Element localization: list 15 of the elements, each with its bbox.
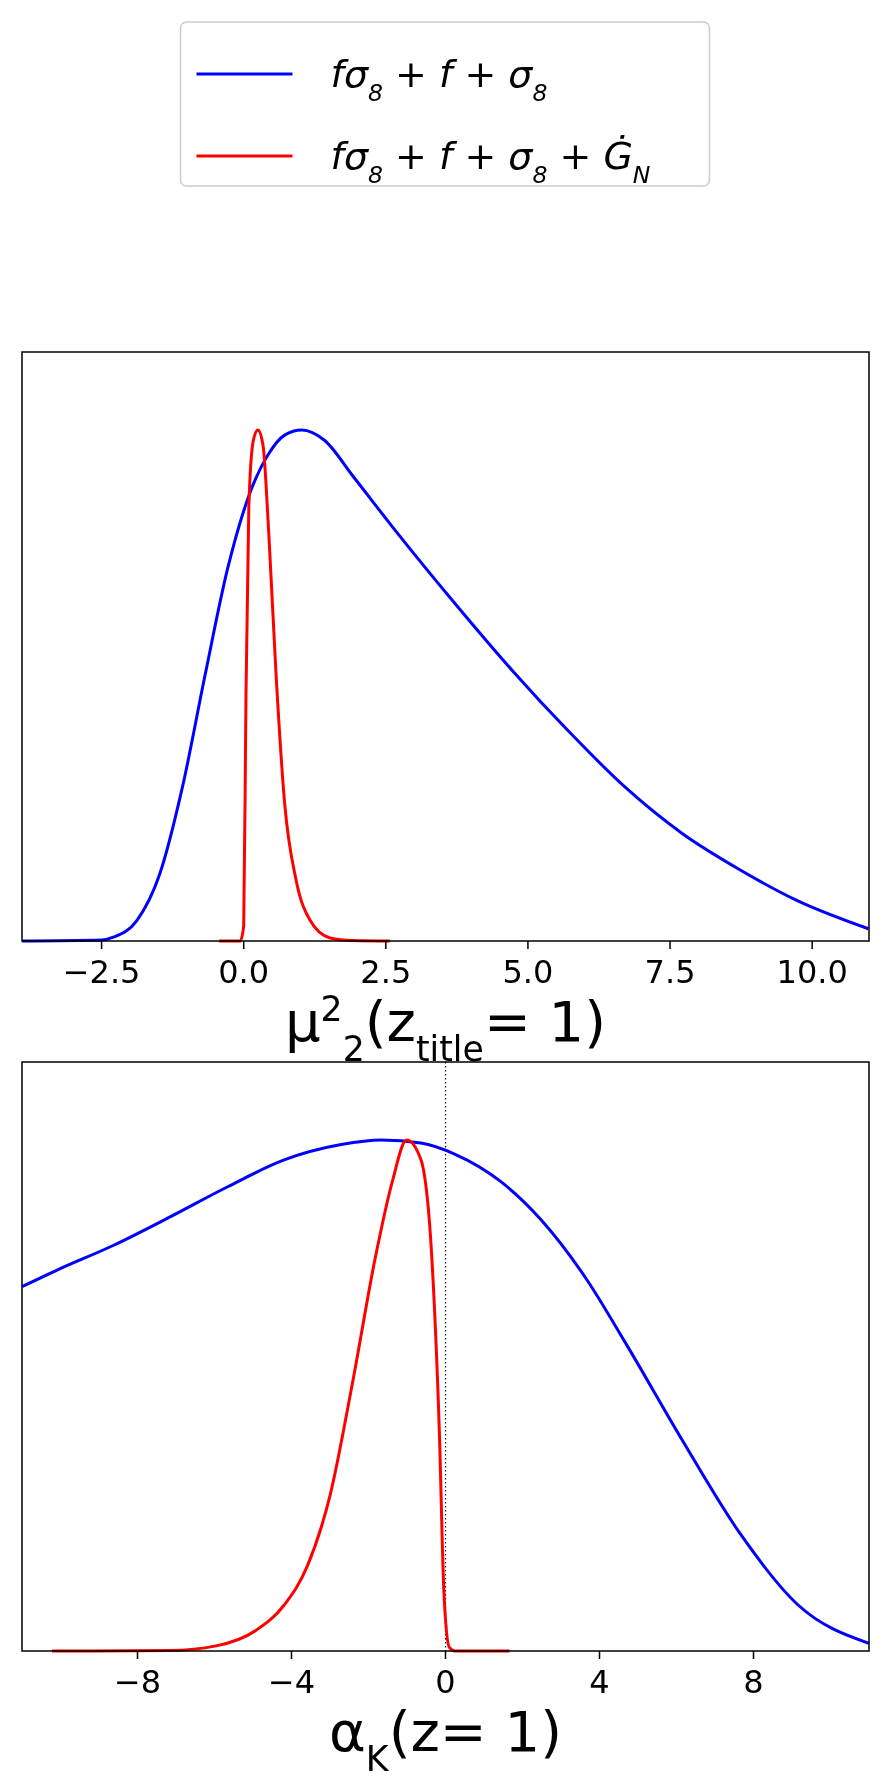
x-tick-label: 2.5 [360,953,412,991]
x-tick-label: 10.0 [776,953,848,991]
x-axis-title: α$_{K}$(z= 1) [328,1699,563,1779]
x-tick-label: 8 [743,1663,764,1701]
legend-label: fσ$_{8}$ + f + σ$_{8}$ + Ġ$_{N}$ [330,134,651,189]
x-tick-label: 7.5 [644,953,696,991]
x-tick-label: 5.0 [502,953,554,991]
x-tick-label: 0 [435,1663,456,1701]
x-tick-label: 4 [589,1663,610,1701]
x-tick-label: 0.0 [218,953,270,991]
x-tick-label: −4 [267,1663,316,1701]
x-tick-label: −8 [113,1663,162,1701]
legend-label: fσ$_{8}$ + f + σ$_{8}$ [330,52,548,107]
x-axis-title: μ$^{2}$$_{2}$(z$_{title}$= 1) [284,989,607,1069]
x-tick-label: −2.5 [62,953,141,991]
